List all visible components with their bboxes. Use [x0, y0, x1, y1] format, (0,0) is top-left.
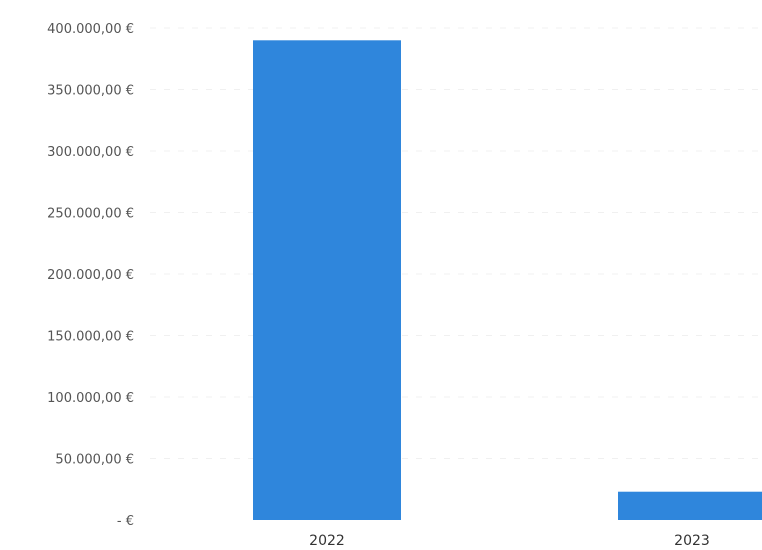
- y-tick-label: 250.000,00 €: [47, 207, 134, 222]
- x-axis-category-labels: 2022 2023: [309, 533, 710, 549]
- y-axis-tick-labels: - € 50.000,00 € 100.000,00 € 150.000,00 € 20…: [47, 22, 134, 529]
- bar-2023: [618, 491, 762, 520]
- y-tick-label: 350.000,00 €: [47, 84, 134, 99]
- gridlines: [150, 27, 762, 459]
- y-tick-label: 400.000,00 €: [47, 22, 134, 37]
- bar-2022: [253, 40, 401, 521]
- y-tick-label: 100.000,00 €: [47, 391, 134, 406]
- y-tick-label: - €: [117, 514, 134, 529]
- y-tick-label: 50.000,00 €: [55, 453, 134, 468]
- y-tick-label: 200.000,00 €: [47, 268, 134, 283]
- y-tick-label: 300.000,00 €: [47, 145, 134, 160]
- x-category-label: 2022: [309, 533, 345, 549]
- x-category-label: 2023: [674, 533, 710, 549]
- y-tick-label: 150.000,00 €: [47, 330, 134, 345]
- bars: [253, 40, 762, 521]
